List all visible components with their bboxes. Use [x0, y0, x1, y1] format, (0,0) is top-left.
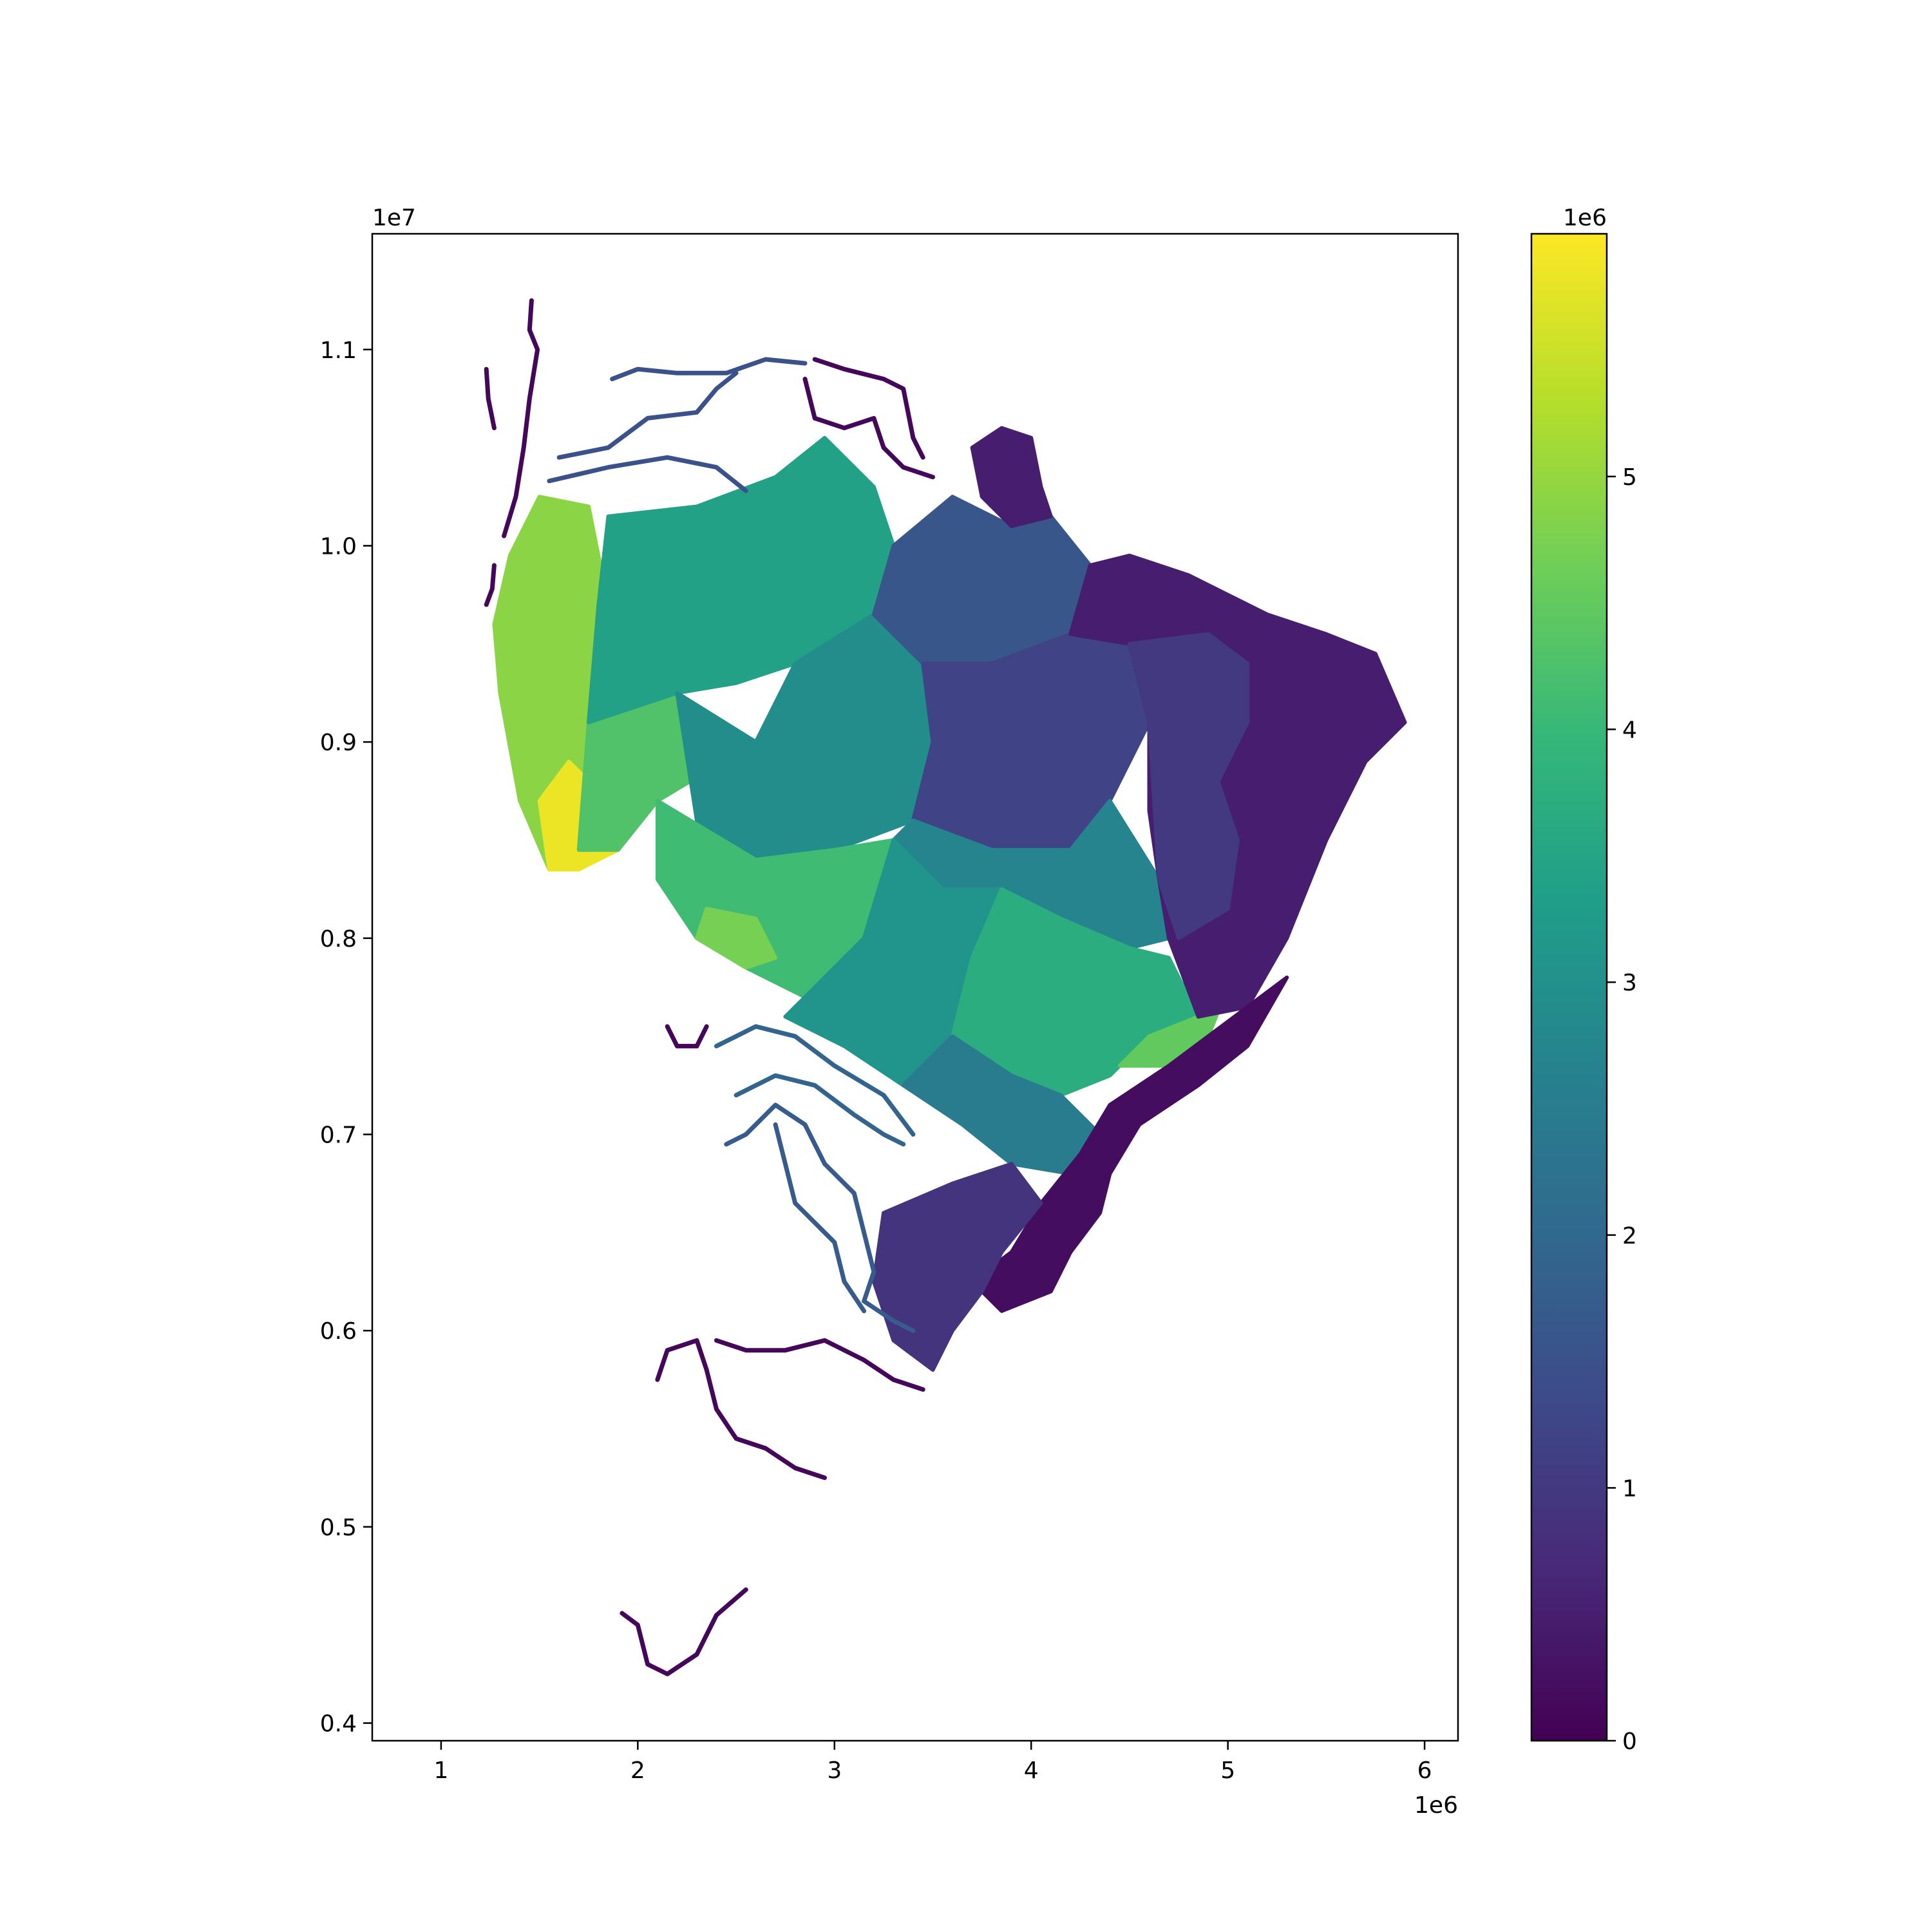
- river-line: [484, 366, 497, 431]
- y-axis: 0.4 0.5 0.6 0.7 0.8 0.9 1.0 1.1: [320, 337, 372, 1738]
- plot-area: 1 2 3 4 5 6 0.4 0.5 0.6 0.7 0.8 0.9 1.0 1.1 1e6 1e7: [320, 205, 1459, 1819]
- y-tick-label: 0.7: [320, 1122, 357, 1149]
- region-southeast-coast: [970, 975, 1289, 1313]
- y-tick-label: 1.0: [320, 533, 357, 560]
- river-line: [502, 298, 540, 538]
- x-tick-label: 2: [630, 1757, 645, 1784]
- river-line: [665, 1024, 709, 1048]
- river-line: [547, 455, 748, 493]
- river-line: [655, 1338, 827, 1481]
- river-line: [556, 370, 739, 460]
- y-tick-label: 1.1: [320, 337, 357, 364]
- colorbar-tick-label: 3: [1622, 970, 1637, 996]
- region-amapa: [970, 426, 1053, 528]
- plot-frame: [371, 232, 1459, 1742]
- river-line: [802, 377, 935, 480]
- river-line: [724, 1103, 916, 1333]
- x-tick-label: 6: [1417, 1757, 1432, 1784]
- river-line: [714, 1338, 925, 1392]
- y-tick-label: 0.9: [320, 730, 357, 756]
- colorbar-tick-label: 4: [1622, 717, 1637, 744]
- colorbar-gradient: [1531, 234, 1607, 1741]
- colorbar: 0 1 2 3 4 5 1e6: [1530, 205, 1637, 1755]
- y-tick-label: 0.4: [320, 1711, 357, 1738]
- rivers-layer: [484, 298, 935, 1676]
- x-axis-offset-text: 1e6: [1414, 1792, 1458, 1819]
- x-tick-label: 4: [1024, 1757, 1039, 1784]
- river-line: [484, 563, 497, 607]
- x-tick-label: 3: [827, 1757, 842, 1784]
- colorbar-frame: [1530, 232, 1608, 1742]
- y-axis-offset-text: 1e7: [372, 205, 416, 231]
- region-northeast-inland: [1127, 632, 1250, 940]
- colorbar-tick-label: 0: [1622, 1728, 1637, 1755]
- y-tick-label: 0.5: [320, 1515, 357, 1541]
- river-line: [812, 357, 925, 460]
- river-line: [620, 1587, 748, 1676]
- river-line: [734, 1073, 906, 1147]
- y-tick-label: 0.6: [320, 1318, 357, 1345]
- river-line: [610, 357, 808, 381]
- region-acre-rondonia-tip: [695, 907, 778, 970]
- y-tick-label: 0.8: [320, 926, 357, 952]
- colorbar-tick-label: 2: [1622, 1223, 1637, 1249]
- colorbar-offset-text: 1e6: [1563, 205, 1607, 231]
- region-rio-grande-do-sul: [871, 1162, 1043, 1372]
- colorbar-tick-label: 1: [1622, 1475, 1637, 1502]
- x-tick-label: 5: [1220, 1757, 1235, 1784]
- river-line: [714, 1024, 916, 1137]
- x-axis: 1 2 3 4 5 6: [433, 1741, 1432, 1784]
- colorbar-tick-label: 5: [1622, 464, 1637, 491]
- river-line: [773, 1122, 867, 1314]
- regions-layer: [492, 426, 1407, 1372]
- colorbar-ticks: 0 1 2 3 4 5: [1607, 464, 1637, 1755]
- x-tick-label: 1: [433, 1757, 448, 1784]
